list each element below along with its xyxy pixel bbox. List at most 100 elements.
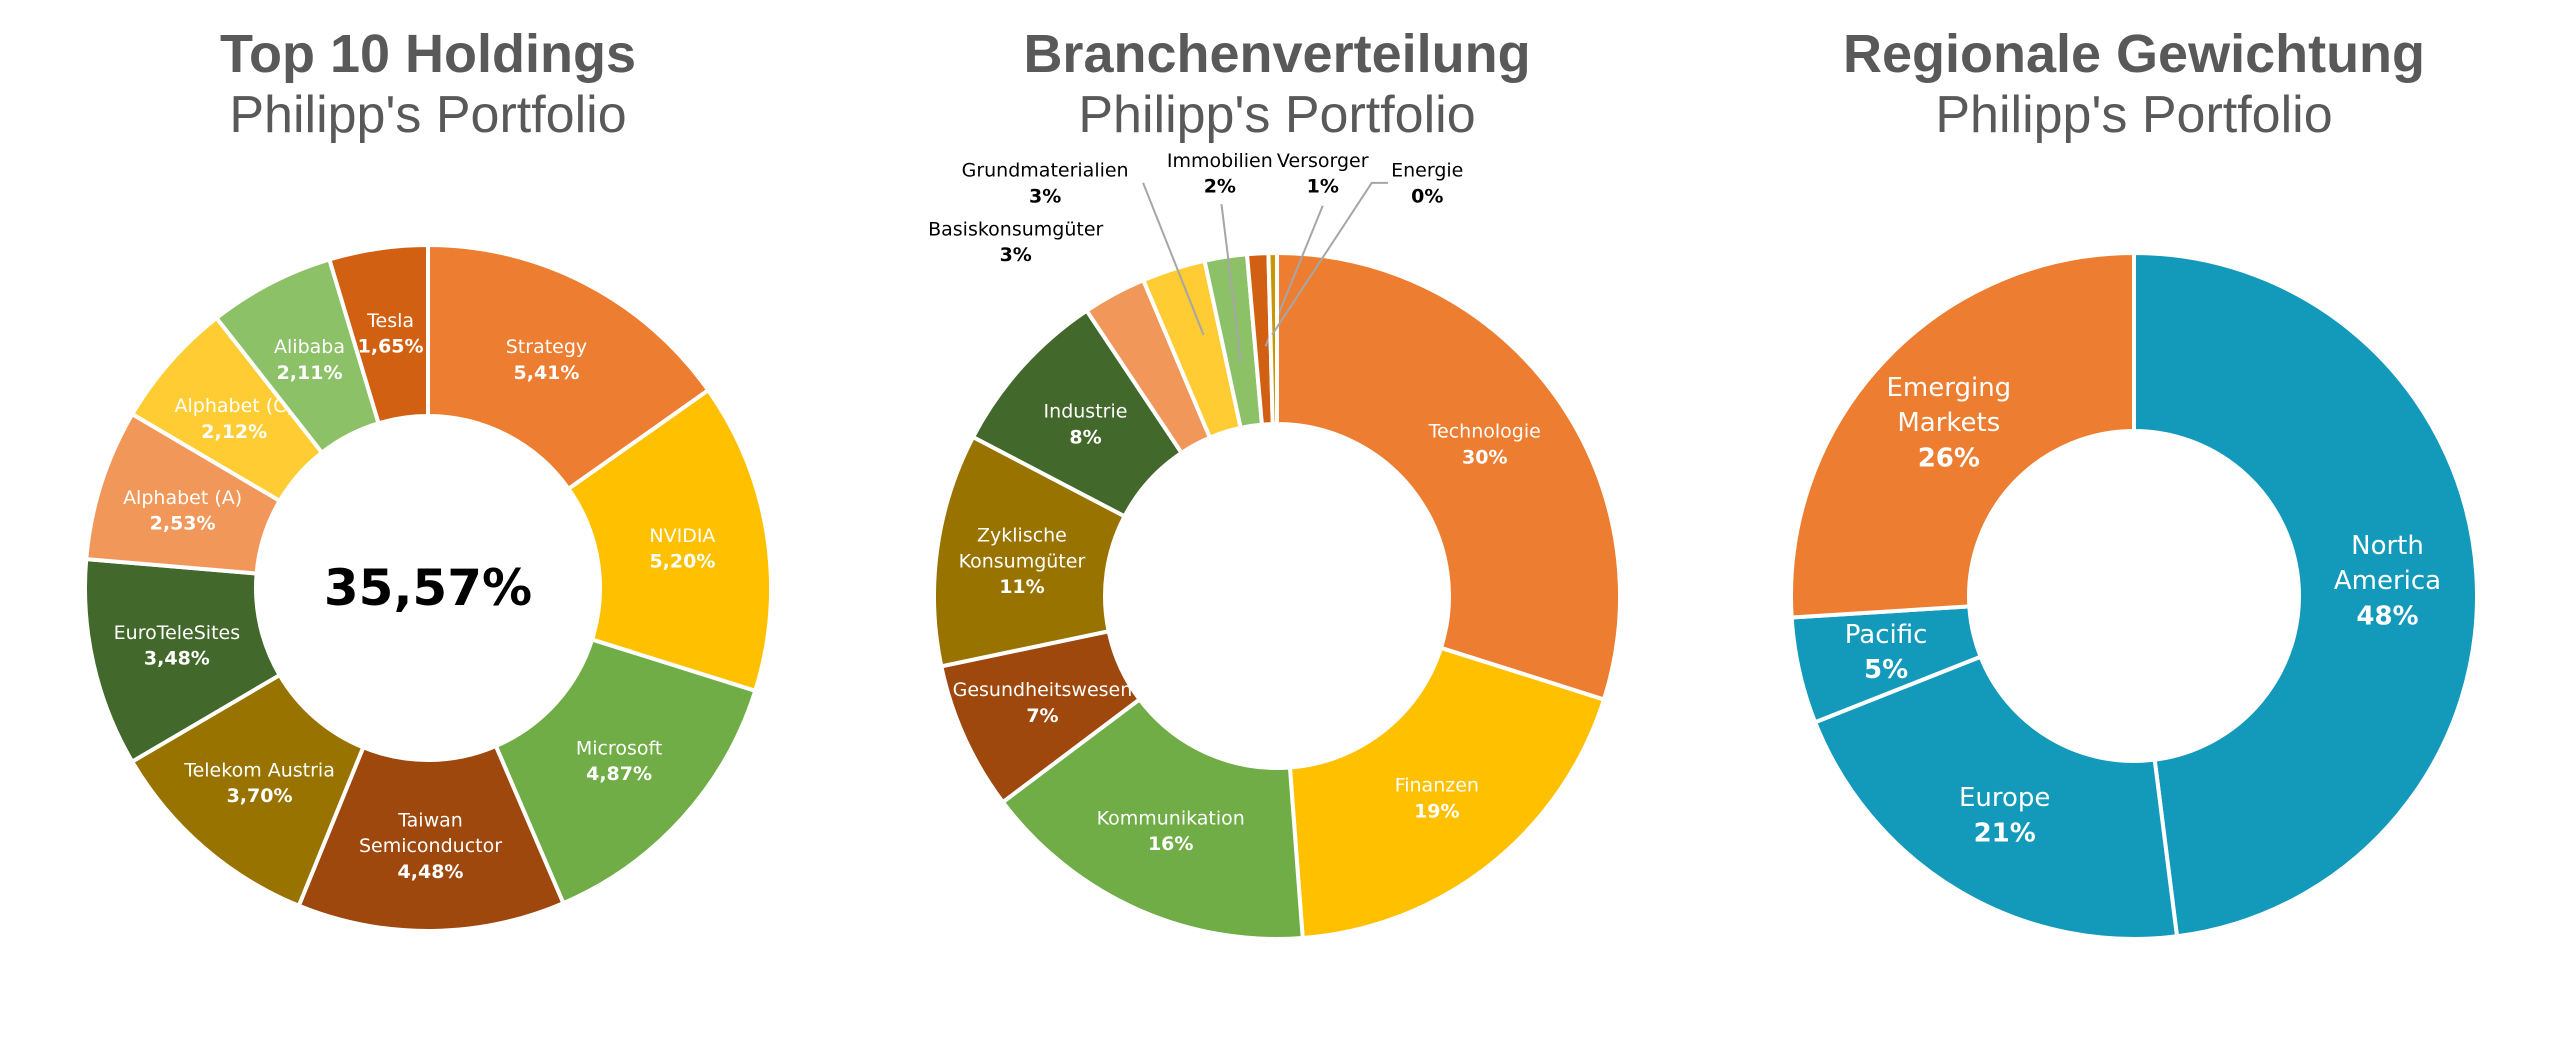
leader-line	[1142, 182, 1205, 336]
data-label-finanzen: Finanzen 19%	[1395, 775, 1479, 823]
value-label: 21%	[1974, 818, 2036, 848]
data-label-strategy: Strategy 5,41%	[506, 336, 587, 384]
value-label: 11%	[999, 576, 1044, 598]
value-label: 2%	[1204, 176, 1236, 198]
slice-strategy[interactable]	[426, 242, 712, 492]
slice-nvidia[interactable]	[565, 387, 773, 694]
slice-finanzen[interactable]	[1287, 645, 1607, 941]
value-label: 0%	[1411, 185, 1443, 207]
category-label: Gesundheitswesen	[953, 679, 1133, 701]
category-label: North	[2351, 531, 2424, 561]
chart-subtitle: Philipp's Portfolio	[1078, 86, 1475, 144]
category-label: Finanzen	[1395, 775, 1479, 797]
category-label: Pacific	[1845, 620, 1928, 650]
slice-technologie[interactable]	[1275, 250, 1622, 703]
category-label: Emerging	[1886, 373, 2011, 403]
data-label-north-america: North America 48%	[2334, 531, 2441, 631]
data-label-eurotelesites: EuroTeleSites 3,48%	[114, 622, 240, 670]
data-label-zyklische-konsumgu-ter: Zyklische Konsumgüter 11%	[959, 525, 1086, 598]
value-label: 1,65%	[358, 336, 424, 358]
slice-emerging-markets[interactable]	[1789, 250, 2136, 620]
slice-kommunikation[interactable]	[1000, 696, 1305, 941]
value-label: 30%	[1462, 446, 1507, 468]
value-label: 48%	[2356, 601, 2418, 631]
value-label: 4,87%	[586, 763, 652, 785]
category-label: Strategy	[506, 336, 587, 358]
data-label-emerging-markets: Emerging Markets 26%	[1886, 373, 2011, 473]
data-label-nvidia: NVIDIA 5,20%	[649, 525, 715, 573]
category-label: Immobilien	[1167, 150, 1273, 172]
chart-title: Top 10 Holdings	[220, 24, 636, 84]
data-label-industrie: Industrie 8%	[1044, 401, 1128, 449]
data-label-telekom-austria: Telekom Austria 3,70%	[183, 760, 335, 808]
category-label: Basiskonsumgüter	[928, 219, 1103, 241]
value-label: 7%	[1026, 705, 1058, 727]
category-label: Tesla	[366, 310, 414, 332]
data-label-versorger: Versorger 1%	[1277, 150, 1369, 198]
category-label: EuroTeleSites	[114, 622, 240, 644]
data-label-energie: Energie 0%	[1391, 160, 1463, 208]
category-label: NVIDIA	[649, 525, 715, 547]
chart-title: Branchenverteilung	[1023, 24, 1530, 84]
data-label-taiwan-semiconductor: Taiwan Semiconductor 4,48%	[359, 809, 502, 882]
slice-microsoft[interactable]	[493, 637, 758, 906]
value-label: 16%	[1148, 833, 1193, 855]
category-label: Markets	[1897, 408, 2000, 438]
category-label: Industrie	[1044, 401, 1128, 423]
chart-subtitle: Philipp's Portfolio	[229, 86, 626, 144]
category-label: Semiconductor	[359, 835, 502, 857]
value-label: 5,20%	[649, 551, 715, 573]
slice-europe[interactable]	[1812, 654, 2180, 941]
data-label-alphabet-a: Alphabet (A) 2,53%	[123, 487, 242, 535]
category-label: Zyklische	[977, 525, 1067, 547]
category-label: Alphabet (A)	[123, 487, 242, 509]
category-label: Versorger	[1277, 150, 1369, 172]
data-label-immobilien: Immobilien 2%	[1167, 150, 1273, 198]
value-label: 26%	[1918, 443, 1980, 473]
category-label: Grundmaterialien	[962, 160, 1129, 182]
value-label: 2,12%	[201, 421, 267, 443]
slice-taiwan-semiconductor[interactable]	[296, 743, 566, 933]
slice-tesla[interactable]	[326, 242, 430, 426]
category-label: Kommunikation	[1097, 807, 1245, 829]
value-label: 8%	[1069, 426, 1101, 448]
value-label: 3,70%	[227, 785, 293, 807]
category-label: Microsoft	[576, 737, 662, 759]
value-label: 3,48%	[144, 647, 210, 669]
center-total-label: 35,57%	[324, 559, 532, 617]
value-label: 19%	[1414, 800, 1459, 822]
chart-branchenverteilung: Branchenverteilung Philipp's Portfolio T…	[928, 24, 1622, 941]
value-label: 5,41%	[514, 362, 580, 384]
value-label: 1%	[1307, 176, 1339, 198]
data-label-alphabet-c: Alphabet (C) 2,12%	[175, 395, 294, 443]
category-label: Europe	[1959, 783, 2050, 813]
slice-north-america[interactable]	[2132, 250, 2479, 939]
chart-regionale-gewichtung: Regionale Gewichtung Philipp's Portfolio…	[1789, 24, 2479, 941]
data-label-pacific: Pacific 5%	[1845, 620, 1928, 685]
data-label-basiskonsumgu-ter: Basiskonsumgüter 3%	[928, 219, 1103, 267]
value-label: 3%	[1000, 244, 1032, 266]
category-label: Energie	[1391, 160, 1463, 182]
value-label: 4,48%	[398, 861, 464, 883]
slice-energie[interactable]	[1266, 250, 1279, 427]
data-label-gesundheitswesen: Gesundheitswesen 7%	[953, 679, 1133, 727]
category-label: Konsumgüter	[959, 550, 1086, 572]
data-label-alibaba: Alibaba 2,11%	[274, 336, 345, 384]
data-label-microsoft: Microsoft 4,87%	[576, 737, 662, 785]
value-label: 2,11%	[277, 362, 343, 384]
leader-line	[1220, 204, 1243, 363]
value-label: 2,53%	[150, 512, 216, 534]
category-label: Alibaba	[274, 336, 345, 358]
category-label: Technologie	[1428, 421, 1541, 443]
slice-zyklische-konsumgu-ter[interactable]	[932, 434, 1128, 669]
data-label-tesla: Tesla 1,65%	[358, 310, 424, 358]
category-label: America	[2334, 566, 2441, 596]
value-label: 3%	[1029, 185, 1061, 207]
chart-title: Regionale Gewichtung	[1843, 24, 2425, 84]
data-label-technologie: Technologie 30%	[1428, 421, 1541, 469]
category-label: Taiwan	[397, 809, 463, 831]
data-label-kommunikation: Kommunikation 16%	[1097, 807, 1245, 855]
data-label-europe: Europe 21%	[1959, 783, 2050, 848]
chart-subtitle: Philipp's Portfolio	[1935, 86, 2332, 144]
